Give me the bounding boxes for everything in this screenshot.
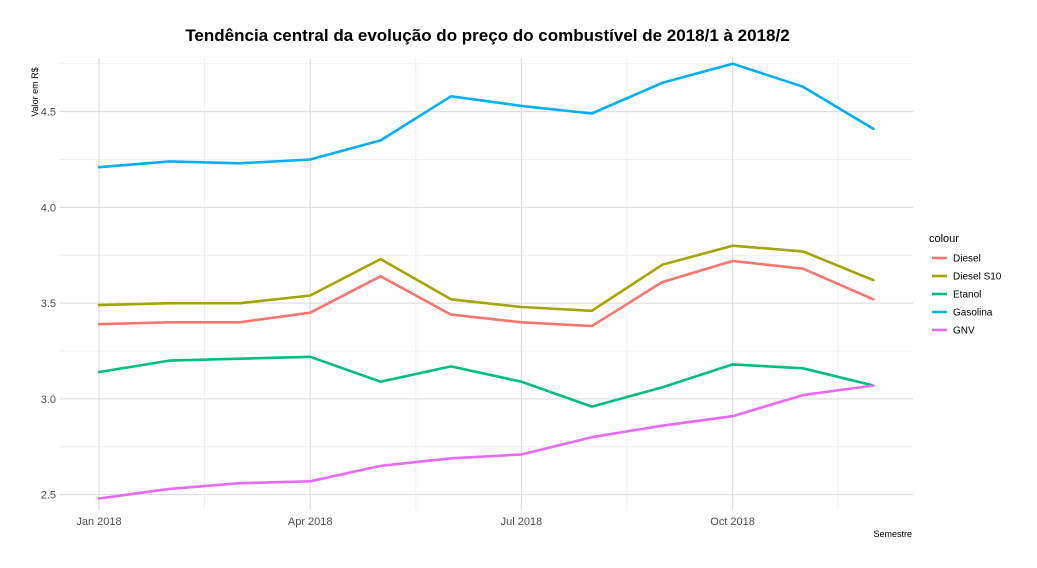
y-tick-label: 3.5 [41,298,56,310]
legend-label: Diesel S10 [953,272,1002,283]
x-tick-label: Oct 2018 [710,516,755,528]
y-tick-label: 4.5 [41,107,56,119]
legend-label: Gasolina [953,308,993,319]
series-line [97,259,875,328]
legend-label: Diesel [953,254,981,265]
y-axis-title: Valor em R$ [30,67,40,116]
series-line [97,62,875,169]
y-tick-label: 3.0 [41,394,56,406]
y-tick-label: 2.5 [41,490,56,502]
legend-title: colour [929,233,959,245]
x-tick-label: Jul 2018 [501,516,543,528]
x-axis-title: Semestre [873,529,912,539]
legend-label: Etanol [953,290,981,301]
series-line [97,384,875,500]
legend-label: GNV [953,326,975,337]
grid [60,58,913,510]
series-line [97,244,875,313]
chart-title: Tendência central da evolução do preço d… [185,26,790,45]
plot-series [97,62,875,500]
y-tick-label: 4.0 [41,202,56,214]
series-line [97,355,875,408]
axes: 2.5 3.0 3.5 4.0 4.5 Jan 2018 Apr 2018 Jul 2018 O… [41,107,755,528]
x-tick-label: Jan 2018 [76,516,121,528]
x-tick-label: Apr 2018 [288,516,333,528]
legend: colour Diesel Diesel S10 Etanol Gasolina GNV [929,233,1002,337]
